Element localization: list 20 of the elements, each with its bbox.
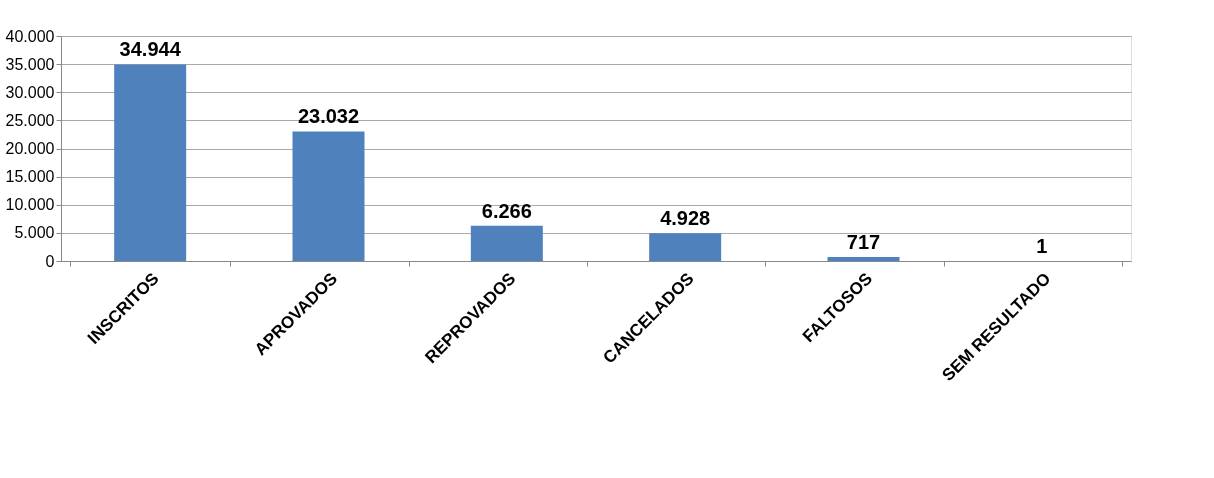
y-tick-label: 5.000 — [14, 224, 55, 242]
data-label: 6.266 — [481, 199, 532, 222]
y-tick-label: 25.000 — [5, 111, 55, 129]
y-tick-label: 0 — [45, 252, 55, 270]
data-label: 34.944 — [119, 38, 182, 61]
bar — [114, 64, 187, 261]
y-tick-label: 40.000 — [5, 27, 55, 45]
bar — [292, 131, 365, 261]
data-label: 23.032 — [297, 105, 360, 128]
bar — [827, 256, 900, 261]
y-tick-label: 20.000 — [5, 140, 55, 157]
y-tick-label: 30.000 — [5, 83, 55, 101]
y-tick-label: 15.000 — [5, 168, 55, 186]
bar — [649, 233, 722, 261]
y-tick-label: 35.000 — [5, 55, 55, 73]
bar — [470, 225, 543, 261]
y-tick-label: 10.000 — [5, 196, 55, 214]
data-label: 4.928 — [660, 207, 711, 230]
data-label: 1 — [1036, 234, 1048, 257]
data-label: 717 — [846, 230, 881, 253]
